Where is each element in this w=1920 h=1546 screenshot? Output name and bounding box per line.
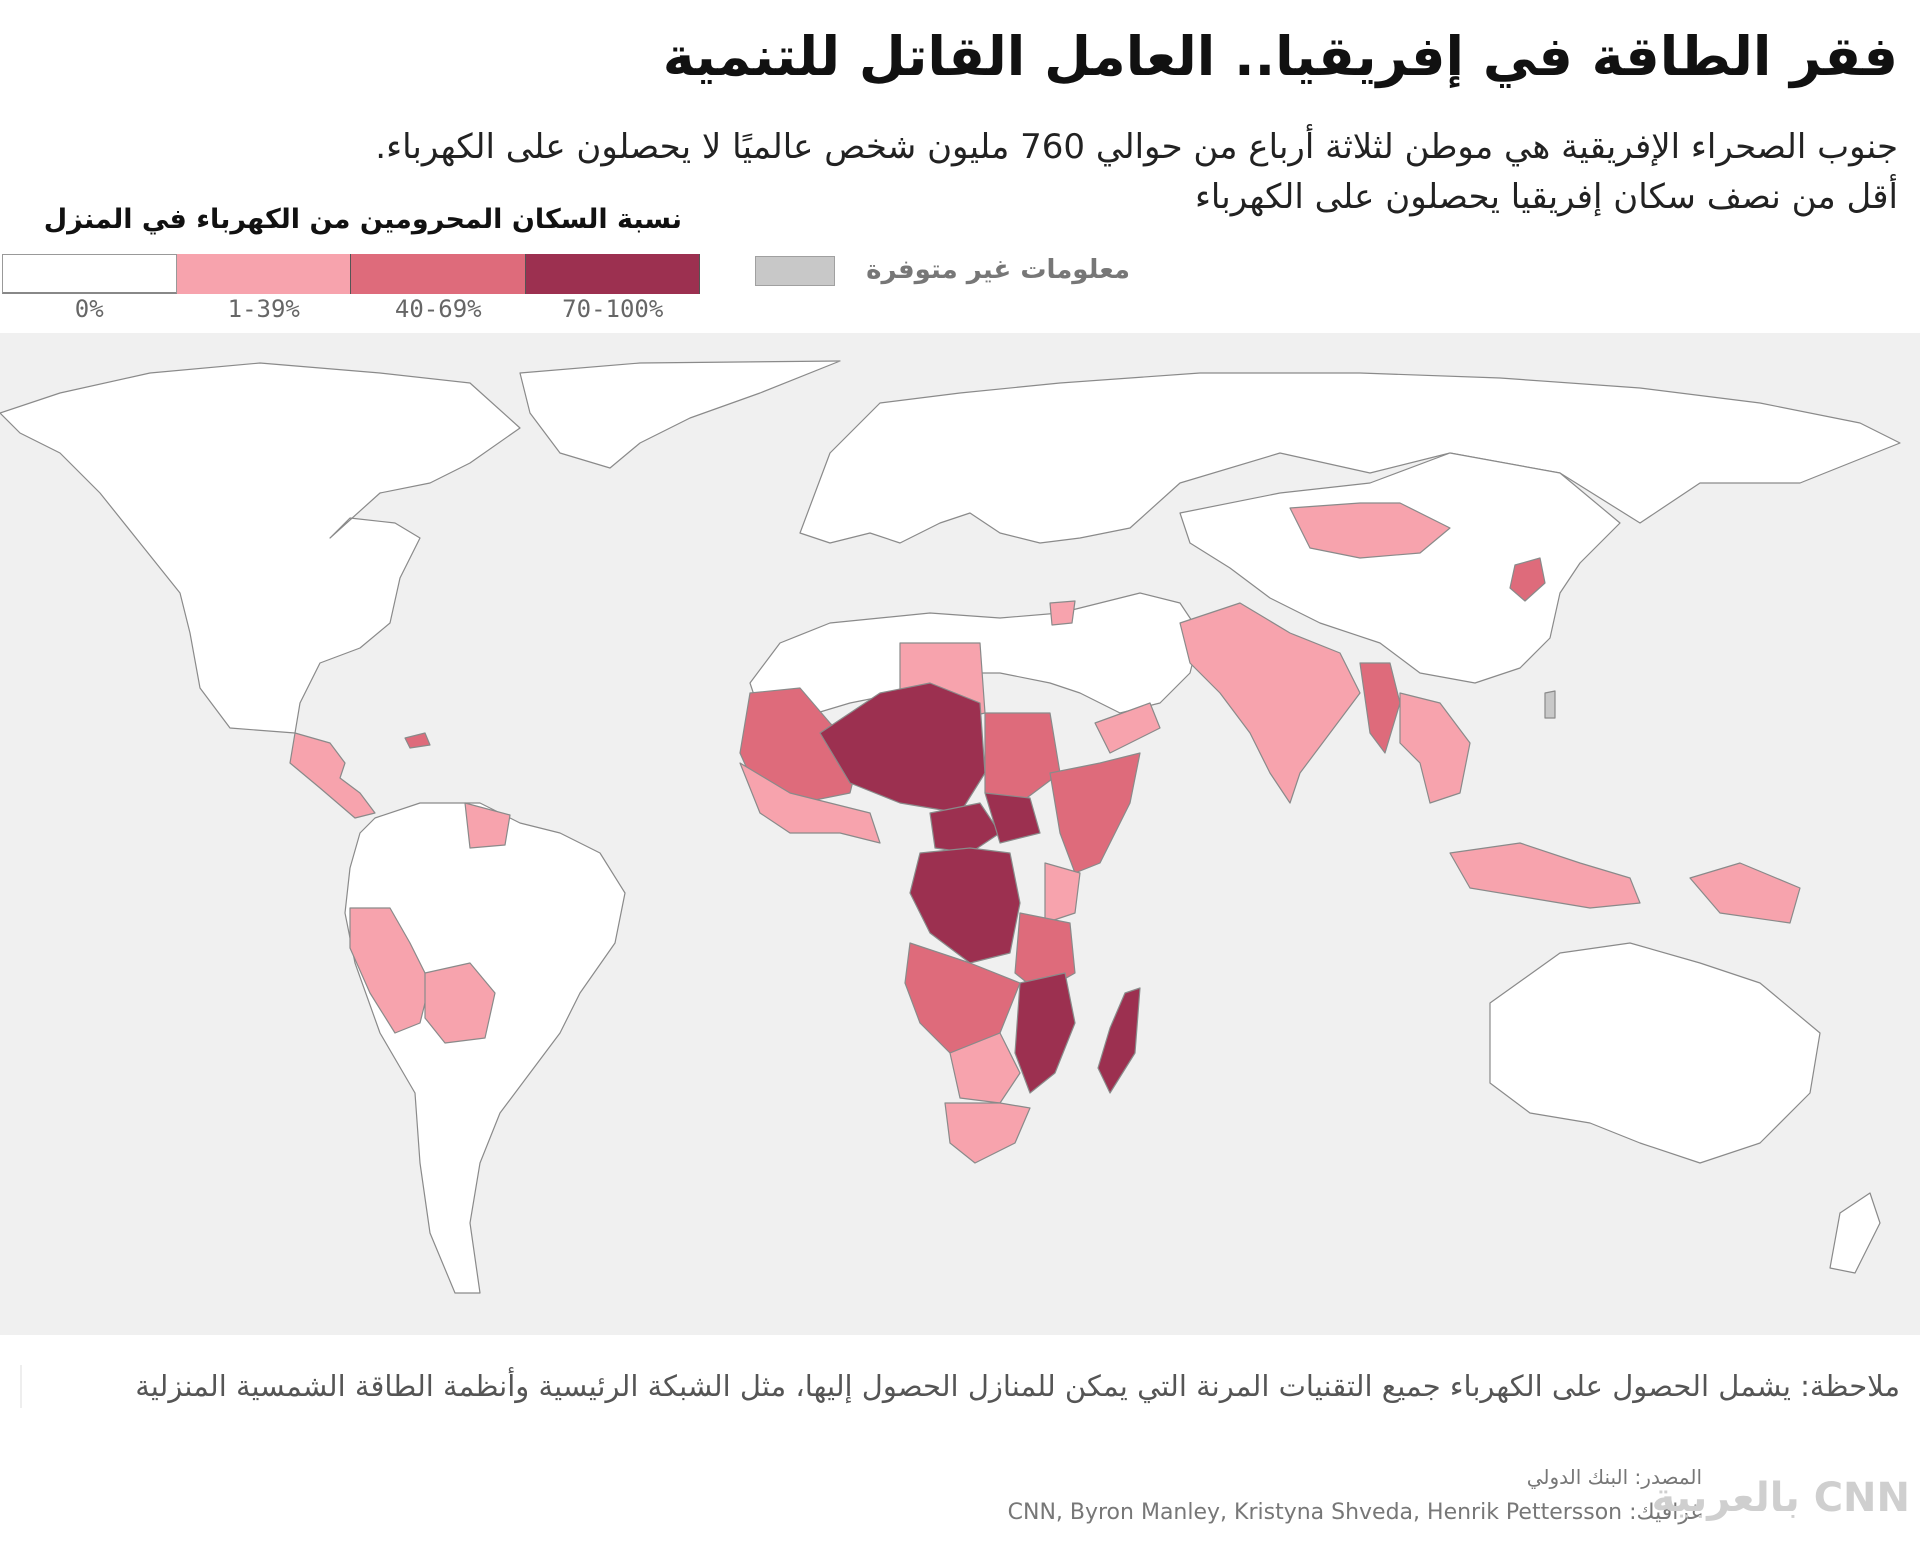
legend-labels: 0% 1-39% 40-69% 70-100% (2, 294, 700, 324)
region-madagascar (1097, 987, 1141, 1094)
region-syria (1049, 600, 1076, 626)
logo-text: CNN بالعربية (1651, 1475, 1910, 1521)
region-kenya (1044, 862, 1081, 924)
region-mongolia (1289, 502, 1451, 559)
region-ethiopia-horn (1049, 752, 1141, 874)
legend-label-0: 0% (74, 295, 104, 323)
map-svg (0, 360, 1901, 1294)
region-taiwan (1544, 690, 1556, 719)
region-mozambique (1014, 972, 1076, 1094)
region-south-africa (944, 1102, 1031, 1164)
graphic-credit-label: غرافيك: (1629, 1500, 1702, 1525)
cnn-arabic-logo: CNN بالعربية (1652, 1470, 1910, 1526)
footnote: ملاحظة: يشمل الحصول على الكهرباء جميع ال… (20, 1365, 1900, 1408)
legend-swatch-70-100 (525, 254, 700, 294)
region-peru (349, 907, 431, 1034)
page-subtitle: جنوب الصحراء الإفريقية هي موطن لثلاثة أر… (18, 122, 1898, 222)
legend-no-data-swatch (755, 256, 835, 286)
region-southeast-asia (1399, 692, 1471, 804)
region-bolivia (424, 962, 496, 1044)
region-sudan (984, 712, 1061, 804)
subtitle-line-1: جنوب الصحراء الإفريقية هي موطن لثلاثة أر… (375, 127, 1898, 167)
source-line: المصدر: البنك الدولي (1526, 1465, 1702, 1489)
region-north-america (0, 362, 521, 734)
legend-swatch-1-39 (176, 254, 351, 294)
region-car (929, 802, 1001, 854)
legend-label-70-100: 70-100% (562, 295, 664, 323)
legend-label-1-39: 1-39% (227, 295, 300, 323)
region-europe-russia (799, 372, 1901, 544)
region-angola-zambia (904, 942, 1021, 1054)
subtitle-line-2: أقل من نصف سكان إفريقيا يحصلون على الكهر… (1194, 177, 1898, 217)
legend-label-40-69: 40-69% (394, 295, 482, 323)
region-yemen (1094, 702, 1161, 754)
region-dr-congo (909, 847, 1021, 964)
region-new-zealand (1829, 1192, 1881, 1274)
region-south-asia (1179, 602, 1361, 804)
legend-title: نسبة السكان المحرومين من الكهرباء في الم… (43, 204, 682, 235)
region-papua-new-guinea (1689, 862, 1801, 924)
region-myanmar (1359, 662, 1401, 754)
region-indonesia (1449, 842, 1641, 909)
graphic-credit-names: CNN, Byron Manley, Kristyna Shveda, Henr… (1007, 1500, 1623, 1525)
region-southern-africa (949, 1032, 1021, 1104)
region-haiti (404, 732, 431, 749)
region-guyana-suriname (464, 802, 511, 849)
legend-swatch-0 (2, 254, 177, 294)
world-map (0, 333, 1920, 1335)
region-china (1179, 452, 1621, 684)
region-west-africa-coast (739, 762, 881, 844)
graphic-credit: غرافيك: CNN, Byron Manley, Kristyna Shve… (802, 1497, 1702, 1529)
region-australia (1489, 942, 1821, 1164)
region-south-america (344, 802, 626, 1294)
region-central-america (289, 732, 376, 819)
legend-no-data-label: معلومات غير متوفرة (866, 255, 1130, 285)
region-south-sudan (984, 792, 1041, 844)
legend-swatch-40-69 (351, 254, 526, 294)
region-north-korea (1509, 557, 1546, 602)
page-title: فقر الطاقة في إفريقيا.. العامل القاتل لل… (662, 25, 1898, 88)
region-greenland (519, 360, 841, 469)
legend-color-bar (2, 254, 700, 294)
